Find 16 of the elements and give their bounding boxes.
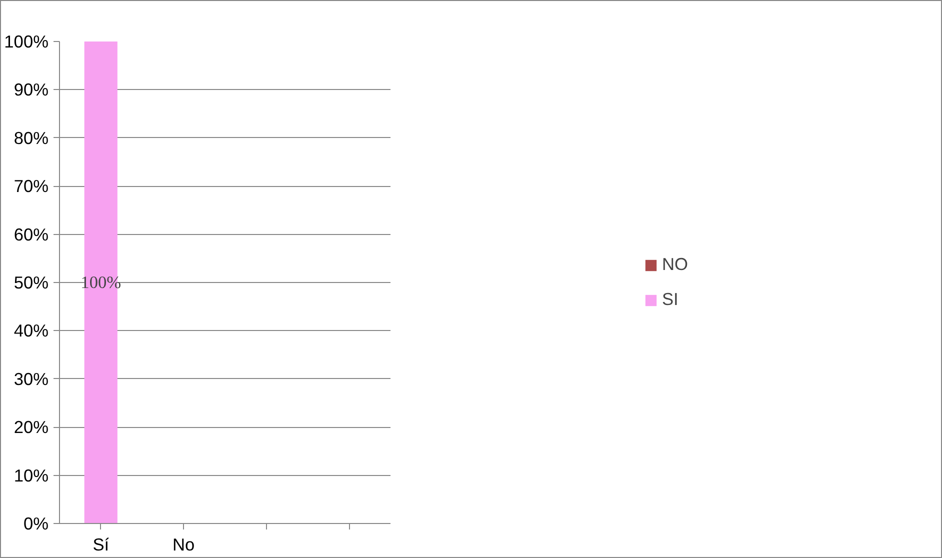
- y-tick-label: 80%: [14, 128, 49, 148]
- x-tick-label: No: [172, 534, 195, 554]
- y-tick-label: 90%: [14, 80, 49, 100]
- y-tick-label: 100%: [4, 32, 49, 52]
- legend-label: NO: [662, 254, 688, 275]
- y-tick-label: 40%: [14, 320, 49, 341]
- y-tick-label: 0%: [23, 514, 48, 534]
- legend-label: SI: [662, 289, 680, 310]
- data-label: 100%: [80, 273, 122, 292]
- y-tick-label: 30%: [14, 368, 49, 389]
- y-tick-label: 50%: [14, 272, 49, 292]
- y-tick-label: 20%: [14, 417, 49, 438]
- y-tick-label: 60%: [14, 224, 49, 244]
- y-tick-label: 70%: [14, 176, 49, 196]
- y-tick-label: 10%: [14, 465, 49, 486]
- x-tick-label: Sí: [92, 534, 110, 554]
